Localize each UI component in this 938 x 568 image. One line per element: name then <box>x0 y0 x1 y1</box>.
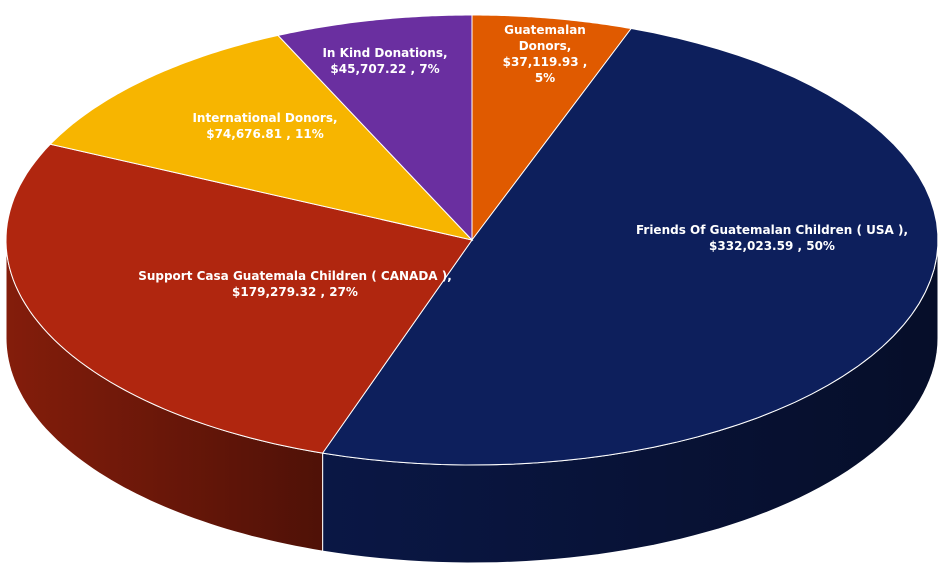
pie-slice <box>321 27 938 466</box>
value-label: $74,676.81 , 11% <box>206 127 324 141</box>
category-label: Friends Of Guatemalan Children ( USA ), <box>635 223 909 237</box>
pie-slice <box>5 143 473 454</box>
value-label: $37,119.93 , 5% <box>502 55 588 85</box>
category-label: Support Casa Guatemala Children ( CANADA… <box>138 269 452 283</box>
data-label: In Kind Donations, $45,707.22 , 7% <box>295 45 475 77</box>
category-label: International Donors, <box>192 111 338 125</box>
category-label: In Kind Donations, <box>322 46 448 60</box>
pie-slice <box>277 14 473 242</box>
value-label: $45,707.22 , 7% <box>330 62 440 76</box>
pie-slice <box>49 34 474 241</box>
data-label: International Donors, $74,676.81 , 11% <box>175 110 355 142</box>
value-label: $332,023.59 , 50% <box>709 239 835 253</box>
value-label: $179,279.32 , 27% <box>232 285 358 299</box>
category-label: Guatemalan Donors, <box>504 23 586 53</box>
data-label: Friends Of Guatemalan Children ( USA ), $… <box>607 222 937 254</box>
pie-slice <box>471 14 633 242</box>
data-label: Support Casa Guatemala Children ( CANADA… <box>130 268 460 300</box>
data-label: Guatemalan Donors, $37,119.93 , 5% <box>499 22 591 86</box>
